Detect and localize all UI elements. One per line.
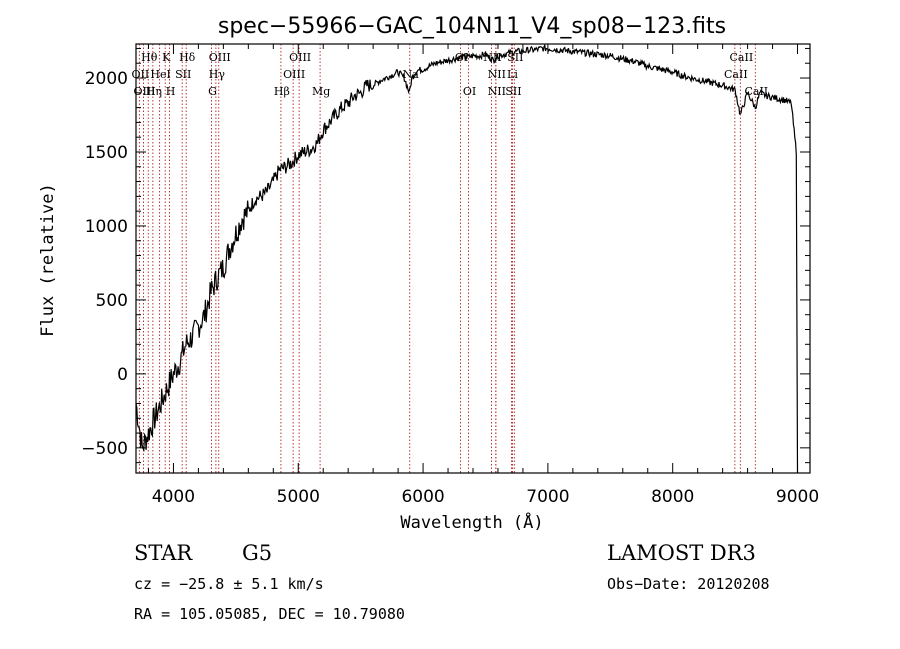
line-marker-label: K <box>162 51 171 64</box>
line-marker-label: Hη <box>146 85 162 98</box>
y-tick-label: 2000 <box>85 69 128 89</box>
line-marker-label: CaII <box>730 51 754 64</box>
x-tick-label: 8000 <box>651 487 694 507</box>
line-marker-label: Li <box>507 68 518 81</box>
line-marker-label: Hγ <box>209 68 226 81</box>
line-marker-label: G <box>208 85 217 98</box>
y-tick-label: 500 <box>96 291 128 311</box>
coordinates-text: RA = 105.05085, DEC = 10.79080 <box>134 605 405 623</box>
x-tick-label: 7000 <box>526 487 569 507</box>
line-marker-label: OIII <box>209 51 231 64</box>
line-marker-label: Na <box>403 68 420 81</box>
line-marker-label: CaII <box>724 68 748 81</box>
line-marker-label: OI <box>463 85 476 98</box>
x-axis-label: Wavelength (Å) <box>400 511 543 533</box>
line-marker-label: OIII <box>289 51 311 64</box>
x-tick-label: 6000 <box>401 487 444 507</box>
y-axis-ticks: −500 0 500 1000 1500 2000 <box>81 47 810 464</box>
obs-date: Obs−Date: 20120208 <box>607 575 770 593</box>
line-marker-label: SII <box>175 68 191 81</box>
line-marker-label: SII <box>507 51 523 64</box>
line-marker-label: NII <box>488 85 506 98</box>
x-tick-label: 4000 <box>152 487 195 507</box>
line-marker-label: HeI <box>150 68 170 81</box>
line-marker-label: Mg <box>312 85 330 98</box>
y-tick-label: 1000 <box>85 217 128 237</box>
line-marker-label: Hδ <box>179 51 196 64</box>
line-marker-label: H <box>166 85 176 98</box>
line-marker-label: Hβ <box>274 85 290 98</box>
line-marker-label: SII <box>505 85 521 98</box>
y-axis-label: Flux (relative) <box>38 183 58 337</box>
redshift-text: cz = −25.8 ± 5.1 km/s <box>134 575 324 593</box>
y-tick-label: −500 <box>81 439 128 459</box>
line-marker-label: Hθ <box>141 51 158 64</box>
line-marker-label: NII <box>488 68 506 81</box>
survey-name: LAMOST DR3 <box>607 541 756 565</box>
line-marker-label: OII <box>132 68 150 81</box>
emission-line-markers <box>138 44 756 473</box>
y-tick-label: 1500 <box>85 143 128 163</box>
chart-title: spec−55966−GAC_104N11_V4_sp08−123.fits <box>218 14 726 39</box>
line-marker-label: OIII <box>133 85 155 98</box>
line-marker-label: OIII <box>283 68 305 81</box>
y-tick-label: 0 <box>117 365 128 385</box>
spectral-subclass: G5 <box>242 541 272 565</box>
object-type: STAR <box>134 541 193 565</box>
line-marker-label: CaII <box>744 85 768 98</box>
x-tick-label: 5000 <box>277 487 320 507</box>
x-axis-ticks: 4000 5000 6000 7000 8000 9000 <box>147 44 819 507</box>
plot-frame <box>135 43 811 474</box>
spectrum-line <box>135 43 799 474</box>
x-tick-label: 9000 <box>776 487 819 507</box>
